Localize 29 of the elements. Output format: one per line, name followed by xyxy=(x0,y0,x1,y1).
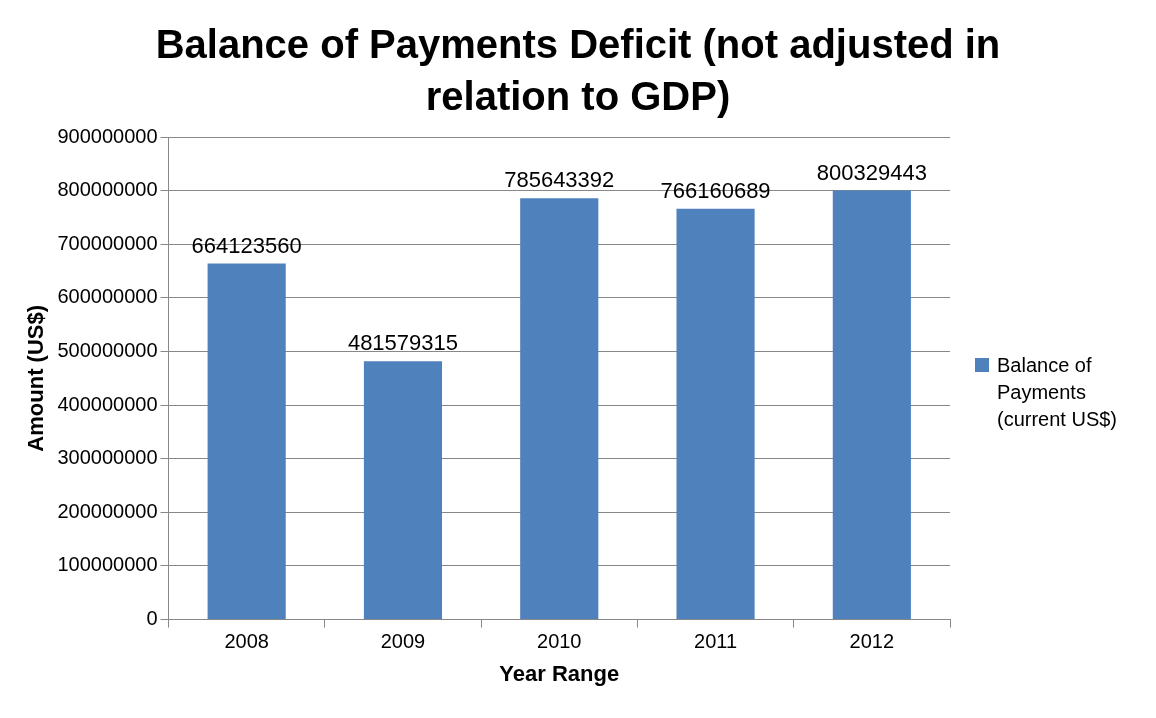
x-tick-label: 2009 xyxy=(380,630,426,653)
data-label: 481579315 xyxy=(347,330,459,356)
legend-label: Balance of Payments (current US$) xyxy=(997,352,1119,432)
y-tick-label: 400000000 xyxy=(57,392,158,415)
y-tick-label: 0 xyxy=(146,607,158,630)
data-label: 800329443 xyxy=(816,159,927,185)
y-tick-label: 700000000 xyxy=(57,231,158,254)
y-tick-label: 900000000 xyxy=(57,124,158,147)
bar xyxy=(832,190,911,620)
y-tick-label: 500000000 xyxy=(57,339,158,361)
chart-title: Balance of Payments Deficit (not adjusted in relation to GDP) xyxy=(154,21,1002,120)
data-label: 785643392 xyxy=(504,167,615,193)
x-tick-label: 2012 xyxy=(849,630,895,653)
x-tick-label: 2011 xyxy=(694,630,738,653)
y-tick-label: 800000000 xyxy=(57,178,158,201)
bar xyxy=(676,208,755,620)
y-tick-label: 200000000 xyxy=(57,499,158,522)
bar xyxy=(363,361,443,620)
data-label: 766160689 xyxy=(660,177,771,203)
y-tick-label: 100000000 xyxy=(57,553,158,576)
y-axis-title: Amount (US$) xyxy=(23,304,49,452)
x-tick-label: 2008 xyxy=(224,630,269,653)
data-label: 664123560 xyxy=(191,232,302,258)
x-axis-title: Year Range xyxy=(499,660,620,686)
y-tick-label: 300000000 xyxy=(57,446,158,469)
y-tick-label: 600000000 xyxy=(57,285,158,308)
bar xyxy=(207,263,286,620)
bar xyxy=(520,198,599,620)
x-tick-label: 2010 xyxy=(537,630,582,653)
